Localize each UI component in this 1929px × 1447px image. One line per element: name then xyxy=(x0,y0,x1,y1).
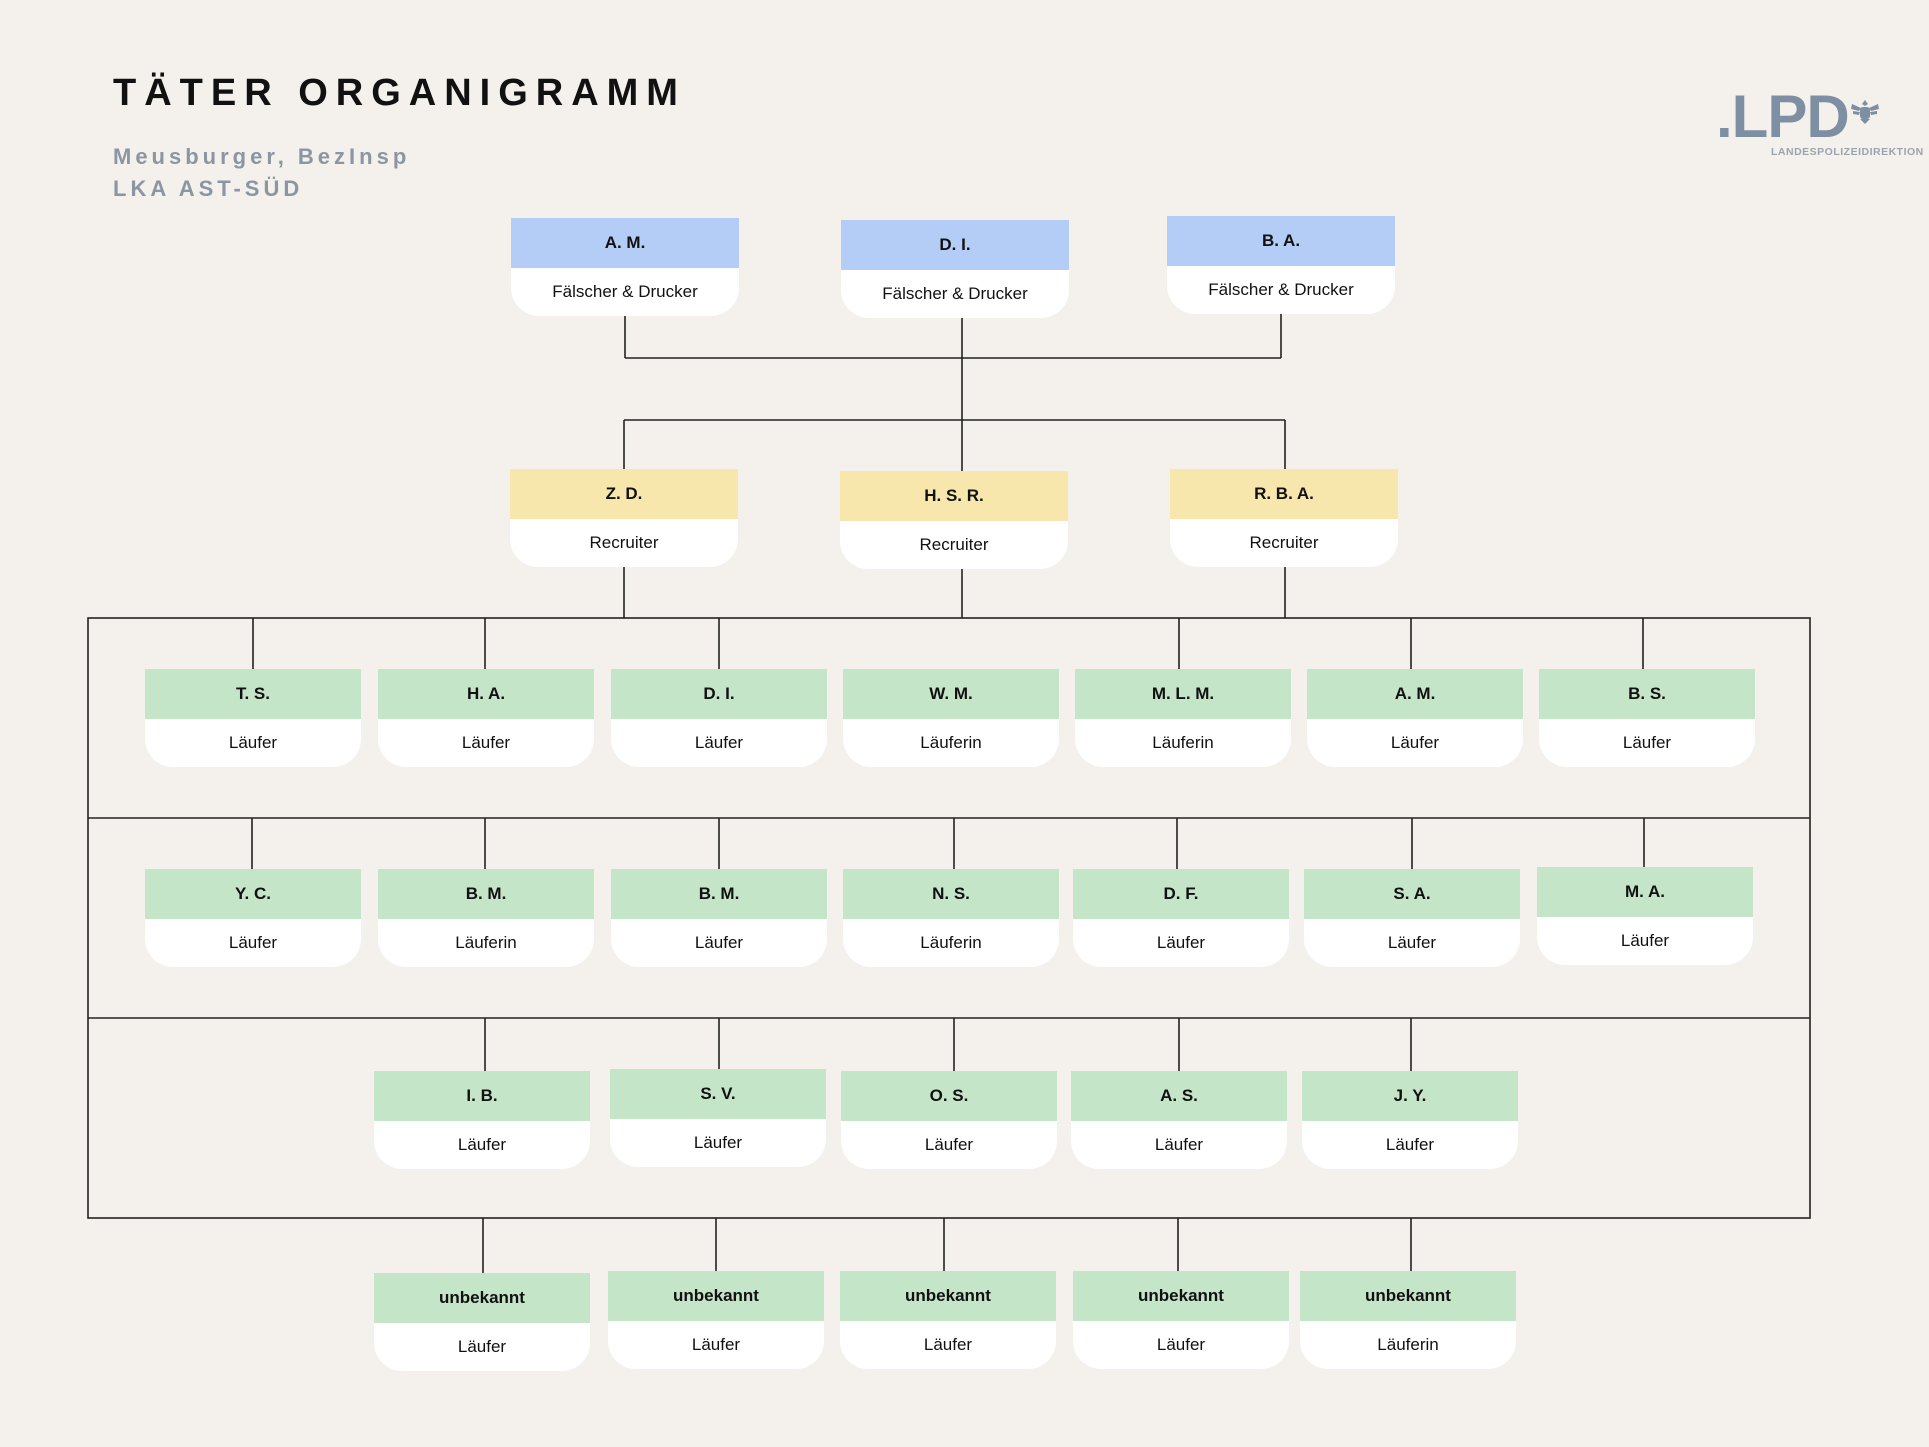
person-card-runner: J. Y. Läufer xyxy=(1302,1071,1518,1169)
person-name: A. M. xyxy=(1307,669,1523,719)
department-subtitle: LKA AST-SÜD xyxy=(113,176,304,201)
person-name: D. I. xyxy=(841,220,1069,270)
person-role: Fälscher & Drucker xyxy=(552,282,698,301)
person-role: Recruiter xyxy=(589,533,659,552)
person-card-runner: S. A. Läufer xyxy=(1304,869,1520,967)
person-role: Läufer xyxy=(1385,1135,1435,1154)
person-role: Läufer xyxy=(1622,733,1672,752)
person-role: Recruiter xyxy=(1249,533,1319,552)
person-role: Läufer xyxy=(228,933,278,952)
person-card-runner: B. M. Läuferin xyxy=(378,869,594,967)
person-role: Läufer xyxy=(694,933,744,952)
person-name: D. F. xyxy=(1073,869,1289,919)
person-card-runner: unbekannt Läufer xyxy=(374,1273,590,1371)
person-role: Läuferin xyxy=(1152,733,1214,752)
person-card-runner: unbekannt Läufer xyxy=(1073,1271,1289,1369)
logo-text: .LPD xyxy=(1716,83,1850,150)
person-card-runner: D. I. Läufer xyxy=(611,669,827,767)
person-card-runner: O. S. Läufer xyxy=(841,1071,1057,1169)
person-card-recruiter: H. S. R. Recruiter xyxy=(840,471,1068,569)
person-card-runner: M. L. M. Läuferin xyxy=(1075,669,1291,767)
person-role: Läuferin xyxy=(1377,1335,1439,1354)
person-card-forger: B. A. Fälscher & Drucker xyxy=(1167,216,1395,314)
person-name: B. M. xyxy=(611,869,827,919)
person-name: B. A. xyxy=(1167,216,1395,266)
person-card-runner: S. V. Läufer xyxy=(610,1069,826,1167)
person-name: A. M. xyxy=(511,218,739,268)
person-role: Läufer xyxy=(1156,1335,1206,1354)
person-card-forger: D. I. Fälscher & Drucker xyxy=(841,220,1069,318)
person-name: N. S. xyxy=(843,869,1059,919)
person-card-runner: unbekannt Läufer xyxy=(840,1271,1056,1369)
person-name: H. A. xyxy=(378,669,594,719)
logo-subtext: LANDESPOLIZEIDIREKTION xyxy=(1771,146,1924,158)
person-role: Recruiter xyxy=(919,535,989,554)
person-card-runner: Y. C. Läufer xyxy=(145,869,361,967)
person-name: unbekannt xyxy=(608,1271,824,1321)
person-name: Z. D. xyxy=(510,469,738,519)
person-name: unbekannt xyxy=(1300,1271,1516,1321)
person-name: M. L. M. xyxy=(1075,669,1291,719)
person-name: B. M. xyxy=(378,869,594,919)
person-name: R. B. A. xyxy=(1170,469,1398,519)
person-role: Läufer xyxy=(1387,933,1437,952)
person-name: J. Y. xyxy=(1302,1071,1518,1121)
person-card-recruiter: Z. D. Recruiter xyxy=(510,469,738,567)
person-role: Läufer xyxy=(1156,933,1206,952)
person-role: Läufer xyxy=(457,1135,507,1154)
page-title: TÄTER ORGANIGRAMM xyxy=(113,72,686,114)
person-role: Läufer xyxy=(1154,1135,1204,1154)
person-card-runner: W. M. Läuferin xyxy=(843,669,1059,767)
person-card-runner: A. S. Läufer xyxy=(1071,1071,1287,1169)
person-card-runner: B. S. Läufer xyxy=(1539,669,1755,767)
person-name: O. S. xyxy=(841,1071,1057,1121)
person-card-runner: H. A. Läufer xyxy=(378,669,594,767)
person-role: Läufer xyxy=(461,733,511,752)
person-card-runner: B. M. Läufer xyxy=(611,869,827,967)
person-role: Läuferin xyxy=(920,733,982,752)
person-role: Fälscher & Drucker xyxy=(882,284,1028,303)
person-role: Läufer xyxy=(923,1335,973,1354)
person-name: S. A. xyxy=(1304,869,1520,919)
person-name: W. M. xyxy=(843,669,1059,719)
person-card-runner: unbekannt Läufer xyxy=(608,1271,824,1369)
person-role: Läuferin xyxy=(920,933,982,952)
person-name: unbekannt xyxy=(374,1273,590,1323)
person-role: Läufer xyxy=(1390,733,1440,752)
person-name: H. S. R. xyxy=(840,471,1068,521)
person-name: Y. C. xyxy=(145,869,361,919)
person-role: Läufer xyxy=(457,1337,507,1356)
person-name: M. A. xyxy=(1537,867,1753,917)
person-name: A. S. xyxy=(1071,1071,1287,1121)
person-card-runner: I. B. Läufer xyxy=(374,1071,590,1169)
author-subtitle: Meusburger, BezInsp xyxy=(113,144,411,169)
person-card-forger: A. M. Fälscher & Drucker xyxy=(511,218,739,316)
person-card-runner: N. S. Läuferin xyxy=(843,869,1059,967)
person-name: unbekannt xyxy=(1073,1271,1289,1321)
person-card-runner: A. M. Läufer xyxy=(1307,669,1523,767)
person-role: Läufer xyxy=(1620,931,1670,950)
person-card-recruiter: R. B. A. Recruiter xyxy=(1170,469,1398,567)
person-card-runner: T. S. Läufer xyxy=(145,669,361,767)
person-name: I. B. xyxy=(374,1071,590,1121)
person-role: Läufer xyxy=(691,1335,741,1354)
person-name: B. S. xyxy=(1539,669,1755,719)
person-role: Läuferin xyxy=(455,933,517,952)
person-card-runner: D. F. Läufer xyxy=(1073,869,1289,967)
person-role: Fälscher & Drucker xyxy=(1208,280,1354,299)
person-card-runner: unbekannt Läuferin xyxy=(1300,1271,1516,1369)
person-card-runner: M. A. Läufer xyxy=(1537,867,1753,965)
person-role: Läufer xyxy=(693,1133,743,1152)
person-name: unbekannt xyxy=(840,1271,1056,1321)
person-role: Läufer xyxy=(228,733,278,752)
lpd-logo: .LPD LANDESPOLIZEIDIREKTION xyxy=(1716,82,1926,162)
eagle-icon xyxy=(1851,100,1879,124)
person-role: Läufer xyxy=(694,733,744,752)
person-name: T. S. xyxy=(145,669,361,719)
person-role: Läufer xyxy=(924,1135,974,1154)
person-name: D. I. xyxy=(611,669,827,719)
person-name: S. V. xyxy=(610,1069,826,1119)
